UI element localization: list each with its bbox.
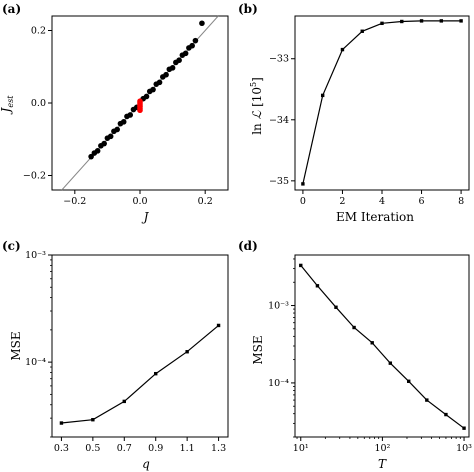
panel-a-point bbox=[199, 20, 205, 27]
panel-c-label: (c) bbox=[2, 239, 21, 253]
panel-d-xlabel: T bbox=[378, 457, 387, 471]
panel-a-point bbox=[137, 98, 143, 104]
panel-d-marker bbox=[370, 341, 374, 345]
panel-c-ytick-label: 10⁻⁴ bbox=[25, 357, 46, 368]
panel-b-ytick-label: −35 bbox=[269, 176, 289, 187]
panel-a-point bbox=[120, 119, 127, 125]
panel-a-point bbox=[156, 79, 163, 86]
panel-c-ytick-label: 10⁻³ bbox=[25, 250, 46, 261]
panel-b-label: (b) bbox=[238, 2, 258, 16]
panel-d-marker bbox=[299, 263, 303, 268]
panel-a: (a) Jest J −0.2 0.0 0.2 −0.2 0.0 0.2 bbox=[0, 2, 229, 224]
panel-d-marker bbox=[425, 398, 429, 402]
panel-a-point bbox=[169, 65, 176, 71]
panel-c-marker bbox=[91, 418, 95, 422]
panel-d-xtick-label: 10¹ bbox=[293, 443, 309, 454]
panel-a-xtick-label: −0.2 bbox=[63, 196, 86, 207]
panel-a-ytick-label: 0.0 bbox=[31, 98, 46, 109]
panel-c-ylabel: MSE bbox=[9, 331, 23, 360]
panel-c: (c) MSE q 0.3 0.5 0.7 0.9 1.1 1.3 10⁻⁴ 10⁻³ bbox=[2, 239, 229, 471]
panel-a-point bbox=[107, 133, 114, 140]
panel-d-marker bbox=[462, 426, 466, 430]
panel-b-marker bbox=[301, 182, 305, 186]
panel-d-label: (d) bbox=[238, 239, 258, 253]
panel-b-series-line bbox=[302, 20, 462, 185]
panel-a-point bbox=[182, 50, 189, 57]
panel-d-ylabel: MSE bbox=[251, 335, 265, 364]
panel-b-marker bbox=[400, 19, 404, 24]
panel-b-marker bbox=[459, 19, 463, 23]
panel-b-xlabel: EM Iteration bbox=[336, 210, 414, 224]
panel-a-label: (a) bbox=[2, 2, 21, 16]
panel-a-point bbox=[101, 140, 107, 147]
panel-a-point bbox=[143, 93, 150, 100]
panel-d: (d) MSE T 10¹ 10² 10³ 10⁻⁴ 10⁻³ bbox=[238, 239, 472, 471]
panel-b-xtick-label: 2 bbox=[339, 196, 345, 207]
panel-c-frame bbox=[51, 254, 229, 438]
panel-c-xtick-label: 0.5 bbox=[85, 443, 100, 454]
panel-a-ytick-label: 0.2 bbox=[31, 26, 46, 37]
panel-a-point bbox=[189, 42, 195, 49]
panel-a-ytick-label: −0.2 bbox=[23, 171, 46, 182]
panel-b-marker bbox=[419, 19, 424, 23]
panel-c-xtick-label: 0.7 bbox=[117, 443, 132, 454]
panel-d-series-line bbox=[300, 265, 465, 429]
panel-b-xtick-label: 8 bbox=[458, 196, 464, 207]
panel-c-marker bbox=[185, 350, 189, 354]
panel-a-point bbox=[88, 153, 94, 160]
panel-d-xtick-label: 10³ bbox=[456, 443, 472, 454]
panel-a-xtick-label: 0.0 bbox=[132, 196, 147, 207]
panel-b-ytick-label: −33 bbox=[269, 54, 289, 65]
panel-c-xtick-label: 0.3 bbox=[54, 443, 69, 454]
panel-b-marker bbox=[380, 21, 384, 26]
panel-a-point bbox=[127, 112, 134, 118]
panel-b-xtick-label: 0 bbox=[300, 196, 306, 207]
panel-c-xlabel: q bbox=[142, 457, 150, 471]
panel-b-xtick-label: 6 bbox=[419, 196, 425, 207]
panel-a-point bbox=[176, 57, 182, 64]
panel-c-marker bbox=[122, 399, 126, 404]
panel-c-series-line bbox=[61, 324, 219, 424]
panel-d-ytick-label: 10⁻³ bbox=[268, 301, 289, 312]
panel-b-marker bbox=[320, 93, 325, 98]
panel-c-xtick-label: 0.9 bbox=[148, 443, 163, 454]
panel-b-marker bbox=[439, 19, 444, 23]
panel-a-xlabel: J bbox=[141, 210, 150, 224]
panel-d-frame bbox=[294, 254, 470, 438]
panel-d-marker bbox=[315, 284, 320, 288]
panel-c-marker bbox=[59, 421, 64, 425]
panel-b-ylabel: ln ℒ [105] bbox=[249, 77, 264, 135]
panel-a-point bbox=[150, 86, 156, 93]
panel-d-marker bbox=[334, 305, 338, 309]
panel-d-xtick-label: 10² bbox=[374, 443, 390, 454]
panel-a-point bbox=[94, 148, 101, 154]
panel-b-marker bbox=[360, 29, 364, 33]
panel-b-ytick-label: −34 bbox=[269, 115, 289, 126]
panel-d-marker bbox=[388, 361, 393, 365]
panel-a-xtick-label: 0.2 bbox=[198, 196, 213, 207]
panel-d-marker bbox=[444, 412, 448, 417]
panel-d-marker bbox=[352, 325, 356, 330]
panel-c-marker bbox=[216, 323, 221, 328]
panel-a-point bbox=[192, 37, 199, 44]
panel-b: (b) ln ℒ [105] EM Iteration 0 2 4 6 8 −35 −34 −… bbox=[238, 2, 470, 224]
panel-a-point bbox=[114, 126, 120, 133]
panel-c-marker bbox=[154, 371, 158, 376]
panel-c-xtick-label: 1.3 bbox=[211, 443, 226, 454]
panel-b-marker bbox=[340, 47, 345, 52]
panel-d-ytick-label: 10⁻⁴ bbox=[268, 378, 289, 389]
panel-d-marker bbox=[407, 379, 411, 383]
panel-b-xtick-label: 4 bbox=[379, 196, 385, 207]
panel-a-point bbox=[163, 71, 169, 78]
panel-a-ylabel: Jest bbox=[0, 95, 15, 116]
panel-c-xtick-label: 1.1 bbox=[180, 443, 195, 454]
